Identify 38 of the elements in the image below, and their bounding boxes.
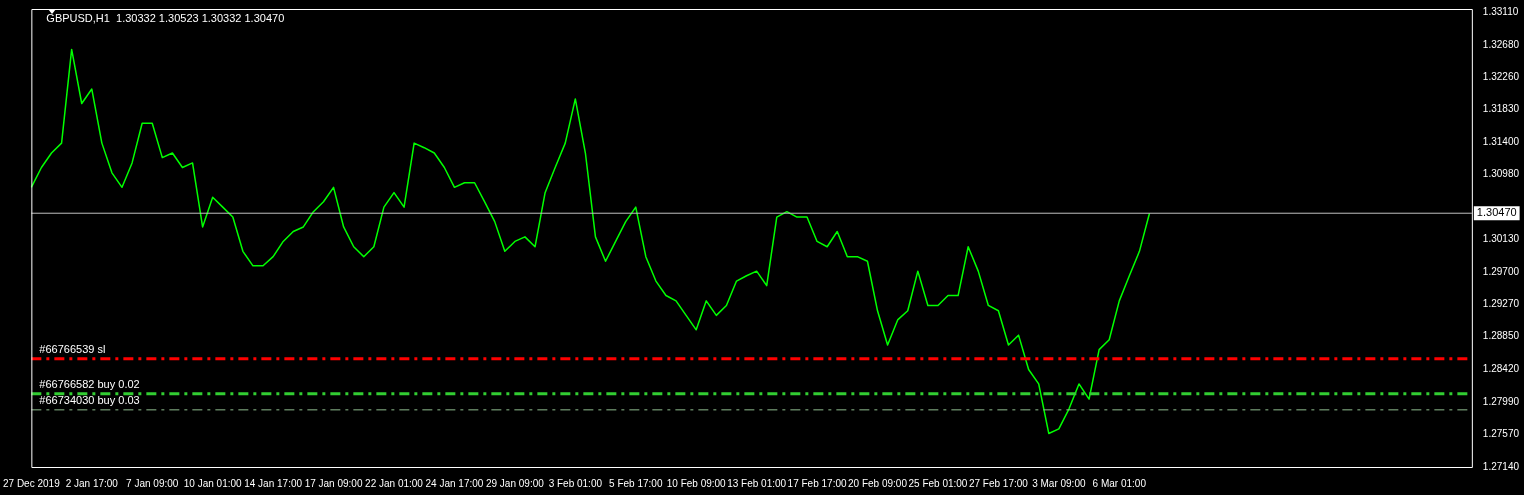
x-tick-label: 29 Jan 09:00 <box>485 477 545 489</box>
x-tick-label: 6 Mar 01:00 <box>1092 477 1147 489</box>
y-tick-label: 1.27990 <box>1482 395 1520 407</box>
ref-line-label: #66766539 sl <box>39 343 106 356</box>
x-tick-label: 7 Jan 09:00 <box>126 477 179 489</box>
x-tick-label: 3 Mar 09:00 <box>1032 477 1086 489</box>
x-tick-label: 13 Feb 01:00 <box>727 477 787 489</box>
x-tick-label: 5 Feb 17:00 <box>609 477 663 489</box>
ref-line-label: #66766582 buy 0.02 <box>39 378 140 391</box>
x-tick-label: 17 Feb 17:00 <box>787 477 847 489</box>
x-tick-label: 24 Jan 17:00 <box>425 477 484 489</box>
y-tick-label: 1.31400 <box>1482 136 1520 148</box>
y-tick-label: 1.29700 <box>1482 265 1520 277</box>
y-tick-label: 1.27140 <box>1482 460 1520 472</box>
y-tick-label: 1.32680 <box>1482 38 1520 50</box>
y-tick-label: 1.33110 <box>1482 5 1519 17</box>
y-tick-label: 1.31830 <box>1482 103 1520 115</box>
ref-line-label: 1.30470 <box>1476 206 1517 219</box>
x-tick-label: 27 Dec 2019 <box>3 477 61 489</box>
y-tick-label: 1.30980 <box>1482 168 1520 180</box>
x-tick-label: 27 Feb 17:00 <box>968 477 1029 489</box>
y-tick-label: 1.28850 <box>1482 330 1520 342</box>
x-tick-label: 25 Feb 01:00 <box>908 477 968 489</box>
y-tick-label: 1.27570 <box>1482 427 1520 439</box>
x-tick-label: 17 Jan 09:00 <box>304 477 363 489</box>
ref-line-label: #66734030 buy 0.03 <box>39 394 140 407</box>
y-tick-label: 1.30130 <box>1482 232 1520 244</box>
chart-title: GBPUSD,H1 1.30332 1.30523 1.30332 1.30470 <box>46 11 285 24</box>
x-tick-label: 2 Jan 17:00 <box>65 477 119 489</box>
y-tick-label: 1.29270 <box>1482 298 1520 310</box>
x-tick-label: 20 Feb 09:00 <box>848 477 908 489</box>
x-tick-label: 3 Feb 01:00 <box>548 477 603 489</box>
x-tick-label: 10 Jan 01:00 <box>183 477 243 489</box>
y-tick-label: 1.32260 <box>1482 70 1520 82</box>
x-tick-label: 10 Feb 09:00 <box>666 477 727 489</box>
y-tick-label: 1.28420 <box>1482 363 1520 375</box>
x-tick-label: 14 Jan 17:00 <box>244 477 303 489</box>
x-tick-label: 22 Jan 01:00 <box>365 477 424 489</box>
